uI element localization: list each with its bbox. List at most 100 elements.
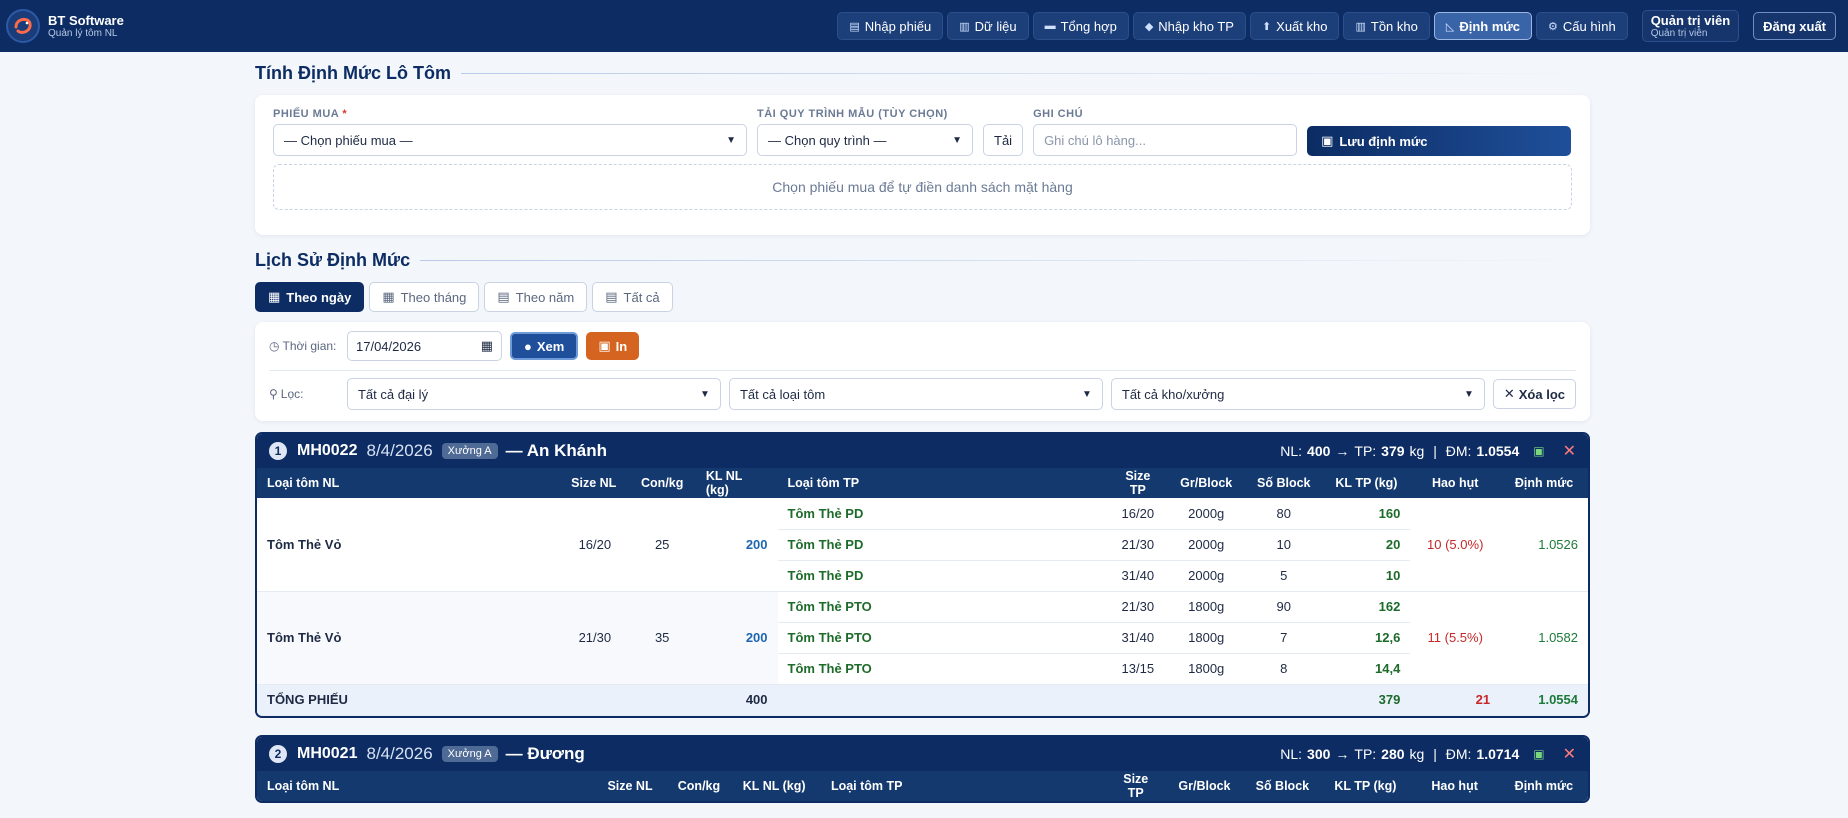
excel-icon[interactable]: ▣ xyxy=(1533,444,1545,458)
col-size-tp: Size TP xyxy=(1106,770,1166,801)
tp-size-cell: 21/30 xyxy=(1108,591,1168,623)
printer-icon: ▣ xyxy=(598,338,611,353)
tp-kl-cell: 10 xyxy=(1322,560,1411,592)
nav-dinh-muc[interactable]: ◺ Định mức xyxy=(1433,12,1533,40)
tab-theo-nam[interactable]: ▤ Theo năm xyxy=(484,282,588,312)
logout-button[interactable]: Đăng xuất xyxy=(1753,12,1836,40)
tp-blocks-cell: 80 xyxy=(1244,498,1323,530)
separator: | xyxy=(1429,443,1441,459)
nav-nhap-kho-tp[interactable]: ◆ Nhập kho TP xyxy=(1132,12,1246,40)
dm-cell: 1.0526 xyxy=(1500,498,1588,592)
nl-kl-cell: 200 xyxy=(695,591,778,685)
tp-name-cell: Tôm Thẻ PD xyxy=(777,498,1109,530)
date-input[interactable]: 17/04/2026 ▦ xyxy=(347,331,502,361)
nl-label: NL: xyxy=(1280,443,1303,459)
tp-kl-cell: 20 xyxy=(1322,529,1411,561)
nav-tong-hop[interactable]: ▬ Tổng hợp xyxy=(1032,12,1129,40)
floppy-icon: ▣ xyxy=(1321,133,1334,148)
col-size-nl: Size NL xyxy=(561,468,629,498)
save-dinh-muc-button[interactable]: ▣ Lưu định mức xyxy=(1307,126,1572,156)
col-size-tp: Size TP xyxy=(1108,468,1168,498)
nav-nhap-phieu[interactable]: ▤ Nhập phiếu xyxy=(837,12,944,40)
loss-cell: 10 (5.0%) xyxy=(1410,498,1501,592)
filter-agent-select[interactable]: Tất cả đại lý ▼ xyxy=(346,378,721,410)
tp-name-cell: Tôm Thẻ PTO xyxy=(777,622,1109,654)
nav-ton-kho[interactable]: ▥ Tồn kho xyxy=(1343,12,1430,40)
view-button[interactable]: ● Xem xyxy=(510,332,579,360)
calendar-icon[interactable]: ▦ xyxy=(480,338,493,353)
excel-icon[interactable]: ▣ xyxy=(1533,746,1545,761)
record-table: Loại tôm NL Size NL Con/kg KL NL (kg) Lo… xyxy=(257,468,1588,716)
brand-title: BT Software xyxy=(48,12,124,28)
total-kl-nl: 400 xyxy=(695,683,778,716)
phieu-select[interactable]: — Chọn phiếu mua — ▼ xyxy=(273,124,747,156)
tab-tat-ca[interactable]: ▤ Tất cả xyxy=(592,282,673,312)
history-tabs: ▦ Theo ngày ▦ Theo tháng ▤ Theo năm ▤ Tất cả xyxy=(255,282,1590,312)
tp-kl-cell: 160 xyxy=(1322,498,1411,530)
col-con-kg: Con/kg xyxy=(628,468,696,498)
nav-label: Tồn kho xyxy=(1370,18,1418,34)
nl-size-cell: 21/30 xyxy=(561,591,629,685)
tp-kl-cell: 162 xyxy=(1322,591,1411,623)
col-dinh-muc: Định mức xyxy=(1500,468,1588,498)
note-input[interactable]: Ghi chú lô hàng... xyxy=(1033,124,1298,156)
print-button[interactable]: ▣ In xyxy=(586,332,640,360)
nl-kl-cell: 200 xyxy=(695,498,778,592)
brand[interactable]: BT Software Quản lý tôm NL xyxy=(6,9,124,43)
tab-theo-thang[interactable]: ▦ Theo tháng xyxy=(369,282,480,312)
filter-panel: ◷ Thời gian: 17/04/2026 ▦ ● Xem ▣ In ⚲ Lọc: T… xyxy=(255,322,1590,421)
clear-filter-button[interactable]: ✕ Xóa lọc xyxy=(1492,379,1576,409)
tp-gr-cell: 2000g xyxy=(1167,498,1245,530)
template-select[interactable]: — Chọn quy trình — ▼ xyxy=(757,124,973,156)
col-kl-tp: KL TP (kg) xyxy=(1321,770,1410,801)
nav-du-lieu[interactable]: ▥ Dữ liệu xyxy=(947,12,1029,40)
col-loai-tom-nl: Loại tôm NL xyxy=(257,770,598,801)
load-template-button[interactable]: Tải xyxy=(983,124,1024,156)
dm-value: 1.0554 xyxy=(1476,443,1520,459)
total-label: TỔNG PHIẾU xyxy=(257,683,696,716)
record-number: 1 xyxy=(269,442,287,460)
record-code: MH0021 xyxy=(297,744,358,762)
close-icon: ✕ xyxy=(1503,386,1515,401)
loss-cell: 11 (5.5%) xyxy=(1410,591,1501,685)
tp-name-cell: Tôm Thẻ PD xyxy=(777,560,1109,592)
dm-value: 1.0714 xyxy=(1476,745,1520,762)
nav-label: Xuất kho xyxy=(1276,18,1328,34)
record-summary: NL: 300 → TP: 280 kg | ĐM: 1.0714 xyxy=(1280,746,1519,762)
col-gr-block: Gr/Block xyxy=(1165,770,1244,801)
record-header[interactable]: 1 MH0022 8/4/2026 Xưởng A — An Khánh NL:… xyxy=(257,434,1588,468)
filter-shrimp-select[interactable]: Tất cả loại tôm ▼ xyxy=(728,378,1103,410)
delete-record-icon[interactable]: ✕ xyxy=(1562,745,1576,763)
user-menu[interactable]: Quản trị viên Quản trị viên xyxy=(1641,10,1740,42)
nl-value: 400 xyxy=(1307,443,1331,459)
stats-icon: ▥ xyxy=(1355,20,1366,33)
clear-label: Xóa lọc xyxy=(1518,386,1565,402)
search-icon: ⚲ xyxy=(269,387,278,401)
col-loai-tom-tp: Loại tôm TP xyxy=(777,468,1109,498)
table-row: Tôm Thẻ PTO 31/40 1800g 7 12,6 xyxy=(257,622,1588,654)
nav-cau-hinh[interactable]: ⚙ Cấu hình xyxy=(1536,12,1628,40)
ruler-icon: ◺ xyxy=(1445,20,1455,33)
tab-label: Theo năm xyxy=(515,289,575,305)
tab-theo-ngay[interactable]: ▦ Theo ngày xyxy=(255,282,365,312)
nav-xuat-kho[interactable]: ⬆ Xuất kho xyxy=(1249,12,1340,40)
upload-icon: ⬆ xyxy=(1261,20,1272,33)
history-section-title: Lịch Sử Định Mức xyxy=(255,248,1590,272)
dm-label: ĐM: xyxy=(1445,745,1472,762)
tp-size-cell: 13/15 xyxy=(1108,653,1168,685)
required-mark: * xyxy=(342,108,348,120)
tp-label: TP: xyxy=(1354,745,1377,762)
phieu-select-value: — Chọn phiếu mua — xyxy=(284,132,413,148)
tp-kl-cell: 12,6 xyxy=(1322,622,1411,654)
calc-section-title: Tính Định Mức Lô Tôm xyxy=(255,61,1590,85)
nav-label: Nhập phiếu xyxy=(864,18,932,34)
dm-cell: 1.0582 xyxy=(1500,591,1588,685)
tp-kl-cell: 14,4 xyxy=(1322,653,1411,685)
nl-name-cell: Tôm Thẻ Vỏ xyxy=(257,591,562,685)
tp-gr-cell: 2000g xyxy=(1167,560,1245,592)
delete-record-icon[interactable]: ✕ xyxy=(1562,443,1576,460)
total-loss: 21 xyxy=(1410,683,1501,716)
filter-warehouse-select[interactable]: Tất cả kho/xưởng ▼ xyxy=(1110,378,1485,410)
tab-label: Tất cả xyxy=(623,289,660,305)
record-header[interactable]: 2 MH0021 8/4/2026 Xưởng A — Đương NL: 300… xyxy=(257,736,1588,771)
